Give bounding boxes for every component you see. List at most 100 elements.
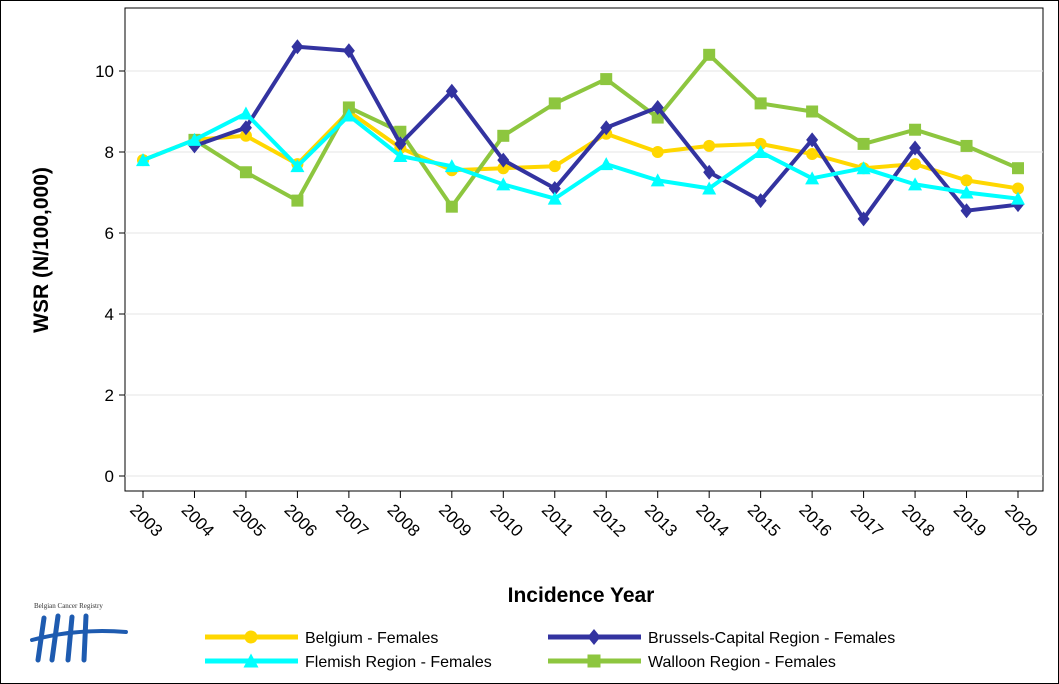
legend: Belgium - Females Brussels-Capital Region… bbox=[205, 629, 895, 671]
data-point bbox=[244, 630, 258, 644]
series-4 bbox=[188, 48, 1024, 213]
data-point bbox=[548, 160, 561, 173]
y-tick-label: 6 bbox=[105, 224, 114, 243]
data-point bbox=[291, 39, 304, 55]
data-point bbox=[703, 48, 716, 61]
data-point bbox=[908, 177, 923, 191]
x-axis: 2003 2004 2005 2006 2007 2008 2009 2010 2011 2012… bbox=[126, 491, 1041, 541]
legend-label: Flemish Region - Females bbox=[305, 654, 492, 671]
data-point bbox=[599, 157, 614, 171]
logo: Belgian Cancer Registry bbox=[30, 602, 128, 663]
data-point bbox=[1011, 191, 1025, 205]
x-tick-label: 2005 bbox=[229, 500, 269, 540]
data-point bbox=[805, 171, 820, 185]
data-point bbox=[753, 145, 768, 158]
data-point bbox=[959, 185, 974, 199]
data-point bbox=[239, 166, 252, 179]
data-point bbox=[444, 159, 459, 173]
data-point bbox=[548, 97, 561, 110]
x-tick-label: 2006 bbox=[281, 500, 321, 540]
x-tick-label: 2012 bbox=[589, 500, 629, 540]
data-point bbox=[703, 139, 716, 152]
data-point bbox=[960, 174, 973, 187]
legend-item: Flemish Region - Females bbox=[205, 653, 492, 671]
data-point bbox=[909, 140, 922, 156]
x-tick-label: 2011 bbox=[538, 500, 577, 539]
x-tick-label: 2019 bbox=[950, 500, 990, 540]
legend-label: Belgium - Females bbox=[305, 630, 438, 647]
data-point bbox=[187, 132, 202, 146]
data-point bbox=[857, 137, 870, 150]
legend-label: Brussels-Capital Region - Females bbox=[648, 630, 895, 647]
data-point bbox=[960, 203, 973, 219]
x-tick-label: 2017 bbox=[847, 500, 887, 540]
legend-item: Walloon Region - Females bbox=[548, 654, 836, 671]
x-tick-label: 2008 bbox=[384, 500, 424, 540]
x-tick-label: 2009 bbox=[435, 500, 475, 540]
y-tick-label: 2 bbox=[105, 386, 114, 405]
y-tick-label: 8 bbox=[105, 143, 114, 162]
data-point bbox=[548, 180, 561, 196]
data-point bbox=[547, 191, 562, 205]
series-line bbox=[142, 111, 1019, 201]
data-point bbox=[342, 43, 355, 59]
data-point bbox=[239, 120, 252, 136]
legend-item: Brussels-Capital Region - Females bbox=[548, 629, 895, 647]
x-tick-label: 2013 bbox=[641, 500, 681, 540]
logo-text: Belgian Cancer Registry bbox=[34, 602, 103, 610]
x-tick-label: 2004 bbox=[178, 500, 218, 540]
legend-label: Walloon Region - Females bbox=[648, 654, 836, 671]
data-point bbox=[1012, 182, 1024, 195]
legend-item: Belgium - Females bbox=[205, 630, 438, 647]
data-point bbox=[600, 120, 613, 136]
data-point bbox=[239, 129, 252, 142]
data-point bbox=[856, 161, 871, 175]
y-axis: 0 2 4 6 8 10 bbox=[95, 62, 125, 486]
y-tick-label: 10 bbox=[95, 62, 114, 81]
plot-area bbox=[124, 7, 1044, 492]
data-point bbox=[342, 101, 355, 114]
x-tick-label: 2015 bbox=[744, 500, 784, 540]
data-point bbox=[754, 193, 767, 209]
data-point bbox=[806, 148, 819, 161]
data-point bbox=[857, 211, 870, 227]
y-axis-title: WSR (N/100,000) bbox=[30, 167, 53, 333]
data-point bbox=[587, 629, 601, 645]
data-point bbox=[587, 654, 601, 668]
x-tick-label: 2010 bbox=[486, 500, 526, 540]
data-point bbox=[496, 177, 511, 191]
data-point bbox=[341, 108, 356, 122]
data-point bbox=[136, 153, 150, 167]
x-tick-label: 2014 bbox=[692, 500, 732, 540]
data-point bbox=[909, 158, 922, 171]
data-point bbox=[497, 129, 510, 142]
series-3 bbox=[136, 106, 1025, 205]
x-tick-label: 2003 bbox=[126, 500, 166, 540]
y-tick-label: 0 bbox=[105, 467, 114, 486]
x-tick-label: 2020 bbox=[1001, 500, 1041, 540]
data-point bbox=[651, 111, 664, 124]
data-point bbox=[445, 200, 458, 213]
data-point bbox=[243, 653, 259, 668]
data-point bbox=[1012, 162, 1024, 175]
data-point bbox=[806, 132, 819, 148]
data-point bbox=[909, 123, 922, 136]
data-point bbox=[702, 181, 717, 195]
series-group bbox=[136, 39, 1025, 227]
data-point bbox=[651, 99, 664, 115]
data-point bbox=[445, 83, 458, 99]
data-point bbox=[600, 73, 613, 86]
x-tick-label: 2007 bbox=[332, 500, 372, 540]
data-point bbox=[754, 97, 767, 110]
x-tick-label: 2018 bbox=[898, 500, 938, 540]
data-point bbox=[290, 159, 305, 173]
data-point bbox=[806, 105, 819, 118]
data-point bbox=[291, 194, 304, 207]
data-point bbox=[238, 106, 253, 120]
data-point bbox=[393, 149, 408, 163]
y-tick-label: 4 bbox=[105, 305, 114, 324]
data-point bbox=[650, 173, 665, 187]
data-point bbox=[497, 162, 510, 175]
data-point bbox=[394, 136, 407, 152]
